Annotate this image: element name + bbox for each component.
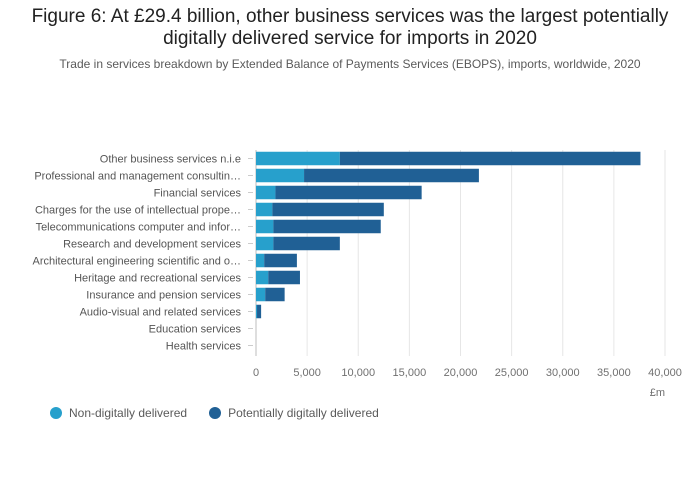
bar-digital [275,185,422,200]
bar-non-digital [256,151,340,166]
chart-legend: Non-digitally delivered Potentially digi… [50,406,401,420]
x-tick-label: 40,000 [648,367,682,379]
bar-non-digital [256,236,274,251]
category-label: Architectural engineering scientific and… [32,256,241,268]
x-tick-label: 5,000 [293,367,321,379]
legend-item-non-digital[interactable]: Non-digitally delivered [50,406,187,420]
legend-item-digital[interactable]: Potentially digitally delivered [209,406,379,420]
bar-non-digital [256,168,305,183]
bar-non-digital [256,219,274,234]
bar-non-digital [256,202,273,217]
category-label: Education services [149,324,242,336]
chart-subtitle: Trade in services breakdown by Extended … [59,57,641,71]
x-axis-title: £m [650,387,665,399]
legend-swatch-digital [209,407,222,419]
bar-digital [265,287,285,302]
category-label: Professional and management consultin… [34,171,241,183]
category-label: Other business services n.i.e [100,154,241,166]
category-label: Health services [166,341,242,353]
x-tick-label: 10,000 [341,367,375,379]
x-tick-label: 30,000 [546,367,580,379]
bar-non-digital [256,287,266,302]
x-tick-label: 0 [253,367,259,379]
bar-non-digital [256,185,276,200]
x-tick-label: 35,000 [597,367,631,379]
category-label: Heritage and recreational services [74,273,241,285]
category-label: Charges for the use of intellectual prop… [35,205,241,217]
legend-label-digital: Potentially digitally delivered [228,406,379,420]
x-tick-label: 15,000 [393,367,427,379]
category-label: Audio-visual and related services [80,307,242,319]
bar-digital [273,219,381,234]
legend-swatch-non-digital [50,407,62,419]
category-label: Research and development services [63,239,241,251]
category-label: Telecommunications computer and infor… [36,222,241,234]
x-tick-label: 20,000 [444,367,478,379]
bar-digital [264,253,297,268]
bar-digital [272,202,384,217]
legend-label-non-digital: Non-digitally delivered [69,406,188,420]
bar-non-digital [256,304,258,319]
bar-digital [339,151,641,166]
category-label: Financial services [154,188,242,200]
bar-non-digital [256,270,269,285]
bar-digital [273,236,340,251]
bar-non-digital [256,253,265,268]
x-tick-label: 25,000 [495,367,529,379]
chart-title: Figure 6: At £29.4 billion, other busine… [31,6,669,49]
bar-digital [257,304,262,319]
category-label: Insurance and pension services [86,290,241,302]
bar-digital [268,270,300,285]
bar-digital [304,168,479,183]
